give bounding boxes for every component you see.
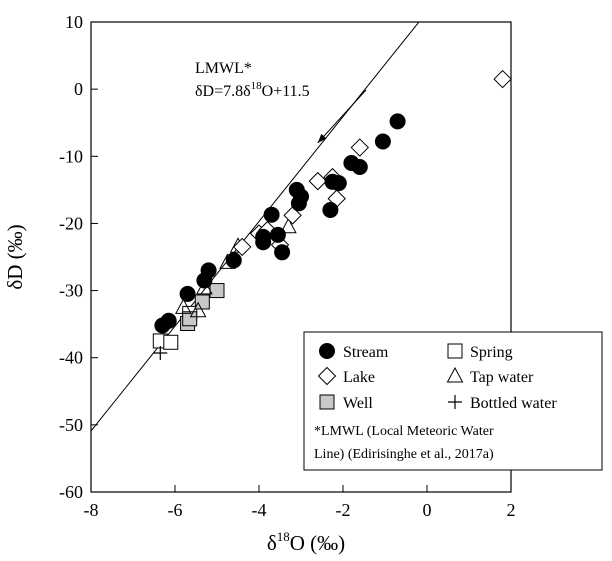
x-tick-label: -4: [252, 500, 267, 520]
stream-point: [160, 312, 177, 329]
legend-marker-tap-water: [446, 366, 464, 383]
y-tick-label: -40: [59, 348, 83, 368]
tap-water-point: [189, 301, 207, 318]
y-tick-label: -50: [59, 415, 83, 435]
legend-marker-lake: [317, 366, 337, 386]
lmwl-arrow-line: [317, 89, 367, 144]
plot-frame: [90, 21, 512, 493]
stream-point: [351, 159, 368, 176]
stream-point: [196, 272, 213, 289]
stream-point: [330, 175, 347, 192]
well-point: [194, 294, 210, 310]
lake-point: [232, 237, 252, 257]
legend-label-tap-water: Tap water: [470, 369, 534, 386]
y-tick-label: -60: [59, 482, 83, 502]
lake-point: [308, 171, 328, 191]
stream-point: [179, 285, 196, 302]
legend-label-lake: Lake: [343, 369, 375, 386]
legend-label-stream: Stream: [343, 344, 389, 361]
spring-point: [163, 334, 179, 350]
x-tick-label: -6: [168, 500, 183, 520]
legend-marker-bottled-water: [448, 395, 462, 409]
lake-point: [350, 138, 370, 157]
stream-point: [263, 206, 280, 223]
lake-point: [493, 69, 512, 89]
stream-point: [274, 244, 291, 261]
x-tick-label: -8: [84, 500, 99, 520]
legend-note-line2: Line) (Edirisinghe et al., 2017a): [314, 447, 494, 462]
stream-point: [225, 252, 242, 269]
lmwl-arrow-head: [317, 133, 327, 143]
legend: Stream Spring Lake Tap water Well Bottle…: [303, 331, 603, 471]
y-tick-label: 0: [74, 79, 83, 99]
x-tick-label: -2: [336, 500, 351, 520]
legend-marker-well: [319, 394, 335, 410]
well-point: [182, 311, 198, 327]
lmwl-equation: δD=7.8δ18O+11.5: [195, 80, 310, 100]
tap-water-point: [175, 298, 192, 314]
stream-point: [269, 226, 286, 243]
y-axis-label: δD (‰): [3, 224, 27, 289]
stream-point: [322, 202, 339, 218]
y-tick-label: -20: [59, 213, 83, 233]
x-tick-label: 2: [507, 500, 516, 520]
stream-point: [389, 113, 406, 130]
legend-note-line1: *LMWL (Local Meteoric Water: [314, 424, 494, 439]
plot-area: [91, 22, 512, 432]
lmwl-annotation: LMWL* δD=7.8δ18O+11.5: [195, 60, 367, 144]
legend-label-bottled-water: Bottled water: [470, 395, 557, 412]
legend-marker-spring: [447, 343, 463, 359]
stream-point: [374, 133, 391, 150]
legend-label-spring: Spring: [470, 344, 513, 361]
y-tick-label: -10: [59, 146, 83, 166]
tap-water-point: [280, 217, 297, 234]
well-point: [209, 283, 225, 299]
x-tick-label: 0: [423, 500, 432, 520]
y-tick-label: 10: [65, 12, 83, 32]
y-tick-label: -30: [59, 281, 83, 301]
lake-point: [283, 206, 302, 225]
x-axis-label: δ18O (‰): [267, 529, 345, 555]
stream-point: [255, 228, 272, 245]
legend-label-well: Well: [343, 395, 373, 412]
lmwl-label: LMWL*: [195, 60, 252, 77]
bottled-water-point: [153, 346, 168, 361]
legend-marker-stream: [319, 343, 335, 359]
stream-point: [290, 195, 307, 212]
